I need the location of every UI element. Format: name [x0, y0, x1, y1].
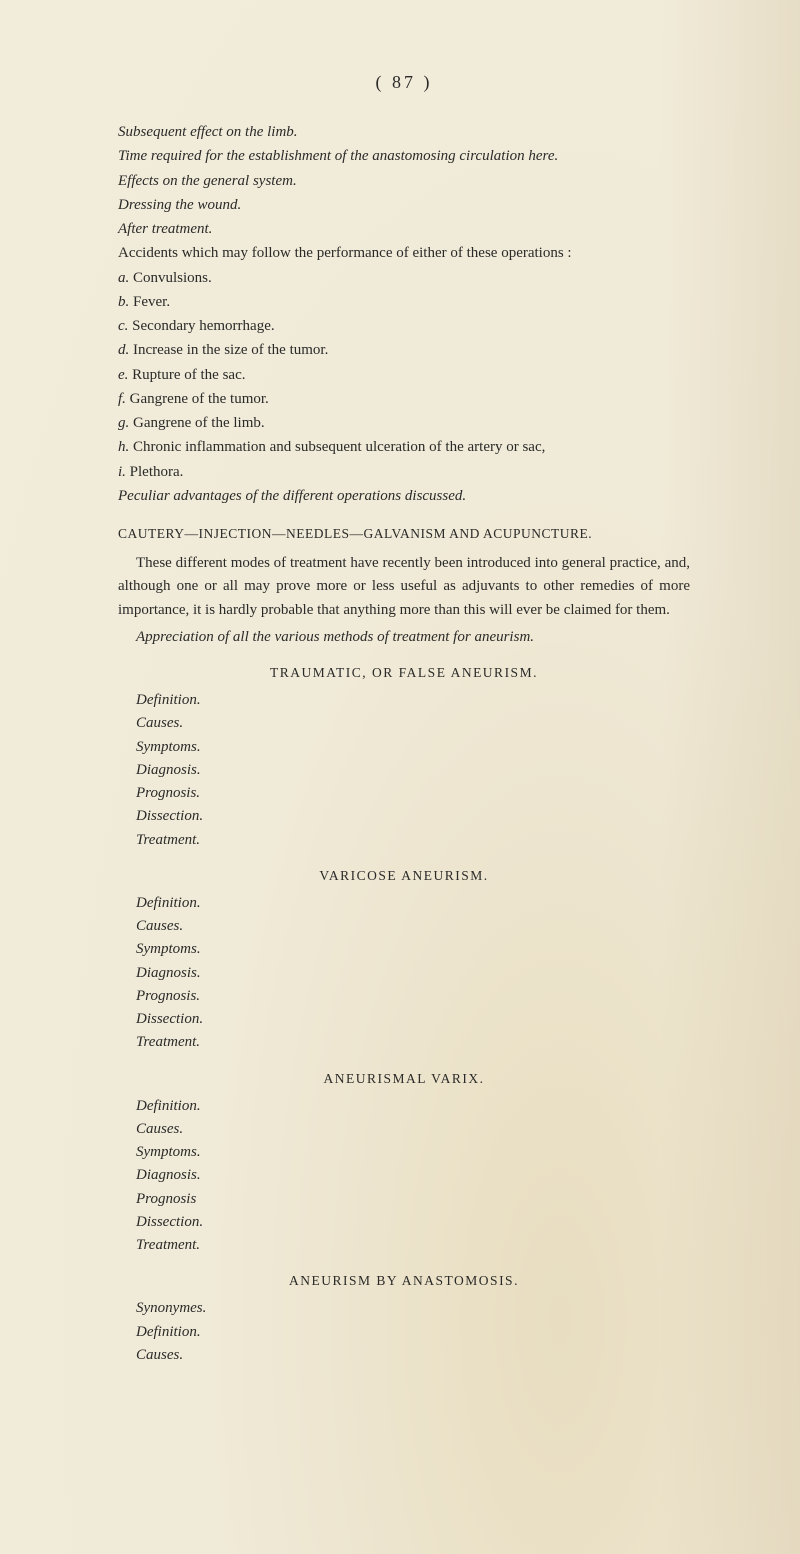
section-list: Synonymes.Definition.Causes. [118, 1297, 690, 1367]
accidents-list: a. Convulsions.b. Fever.c. Secondary hem… [118, 267, 690, 484]
accident-letter: f. [118, 391, 130, 407]
section-list: Definition.Causes.Symptoms.Diagnosis.Pro… [118, 1095, 690, 1258]
section-list-item: Definition. [118, 1095, 690, 1118]
section-list-item: Symptoms. [118, 736, 690, 759]
section-list-item: Causes. [118, 1344, 690, 1367]
section-list-item: Treatment. [118, 1031, 690, 1054]
intro-line: Time required for the establishment of t… [118, 145, 690, 168]
page-number: ( 87 ) [118, 72, 690, 93]
accident-letter: h. [118, 439, 133, 455]
accident-item: d. Increase in the size of the tumor. [118, 339, 690, 362]
intro-line: Subsequent effect on the limb. [118, 121, 690, 144]
accident-text: Gangrene of the limb. [133, 415, 265, 431]
section-heading: ANEURISMAL VARIX. [118, 1071, 690, 1087]
section-heading: ANEURISM BY ANASTOMOSIS. [118, 1273, 690, 1289]
main-para-1: These different modes of treatment have … [118, 552, 690, 622]
intro-block: Subsequent effect on the limb.Time requi… [118, 121, 690, 266]
section-list-item: Diagnosis. [118, 962, 690, 985]
intro-line: Dressing the wound. [118, 194, 690, 217]
accident-item: b. Fever. [118, 291, 690, 314]
section-list-item: Dissection. [118, 1211, 690, 1234]
accident-item: f. Gangrene of the tumor. [118, 388, 690, 411]
accident-letter: c. [118, 318, 132, 334]
section-list: Definition.Causes.Symptoms.Diagnosis.Pro… [118, 689, 690, 852]
accident-text: Fever. [133, 294, 170, 310]
accident-text: Convulsions. [133, 270, 212, 286]
section-list-item: Symptoms. [118, 938, 690, 961]
accident-item: c. Secondary hemorrhage. [118, 315, 690, 338]
intro-line: Accidents which may follow the performan… [118, 242, 690, 265]
intro-line: After treatment. [118, 218, 690, 241]
section-list-item: Dissection. [118, 1008, 690, 1031]
section-list-item: Definition. [118, 892, 690, 915]
page-container: ( 87 ) Subsequent effect on the limb.Tim… [0, 0, 800, 1554]
section-list-item: Treatment. [118, 829, 690, 852]
section-list-item: Synonymes. [118, 1297, 690, 1320]
section-list-item: Definition. [118, 689, 690, 712]
accident-letter: a. [118, 270, 133, 286]
section-list-item: Causes. [118, 712, 690, 735]
accident-text: Plethora. [130, 464, 184, 480]
peculiar-line: Peculiar advantages of the different ope… [118, 485, 690, 508]
accident-text: Secondary hemorrhage. [132, 318, 274, 334]
section-list-item: Definition. [118, 1321, 690, 1344]
accident-item: h. Chronic inflammation and subsequent u… [118, 436, 690, 459]
intro-line: Effects on the general system. [118, 170, 690, 193]
section-list-item: Diagnosis. [118, 759, 690, 782]
section-list-item: Symptoms. [118, 1141, 690, 1164]
accident-item: i. Plethora. [118, 461, 690, 484]
accident-letter: g. [118, 415, 133, 431]
section-list-item: Dissection. [118, 805, 690, 828]
accident-text: Rupture of the sac. [132, 367, 245, 383]
section-list-item: Causes. [118, 915, 690, 938]
section-list-item: Diagnosis. [118, 1164, 690, 1187]
section-list-item: Prognosis [118, 1188, 690, 1211]
accident-letter: d. [118, 342, 133, 358]
section-list-item: Causes. [118, 1118, 690, 1141]
section-list-item: Prognosis. [118, 985, 690, 1008]
section-heading: VARICOSE ANEURISM. [118, 868, 690, 884]
accident-text: Gangrene of the tumor. [130, 391, 269, 407]
accident-item: a. Convulsions. [118, 267, 690, 290]
main-para-2: Appreciation of all the various methods … [118, 626, 690, 649]
accident-text: Increase in the size of the tumor. [133, 342, 328, 358]
section-list-item: Prognosis. [118, 782, 690, 805]
accident-text: Chronic inflammation and subsequent ulce… [133, 439, 545, 455]
accident-item: g. Gangrene of the limb. [118, 412, 690, 435]
accident-item: e. Rupture of the sac. [118, 364, 690, 387]
accident-letter: i. [118, 464, 130, 480]
sections-container: TRAUMATIC, OR FALSE ANEURISM. Definition.… [118, 665, 690, 1367]
main-heading: CAUTERY—INJECTION—NEEDLES—GALVANISM AND … [118, 526, 690, 542]
section-list-item: Treatment. [118, 1234, 690, 1257]
section-list: Definition.Causes.Symptoms.Diagnosis.Pro… [118, 892, 690, 1055]
accident-letter: e. [118, 367, 132, 383]
accident-letter: b. [118, 294, 133, 310]
section-heading: TRAUMATIC, OR FALSE ANEURISM. [118, 665, 690, 681]
